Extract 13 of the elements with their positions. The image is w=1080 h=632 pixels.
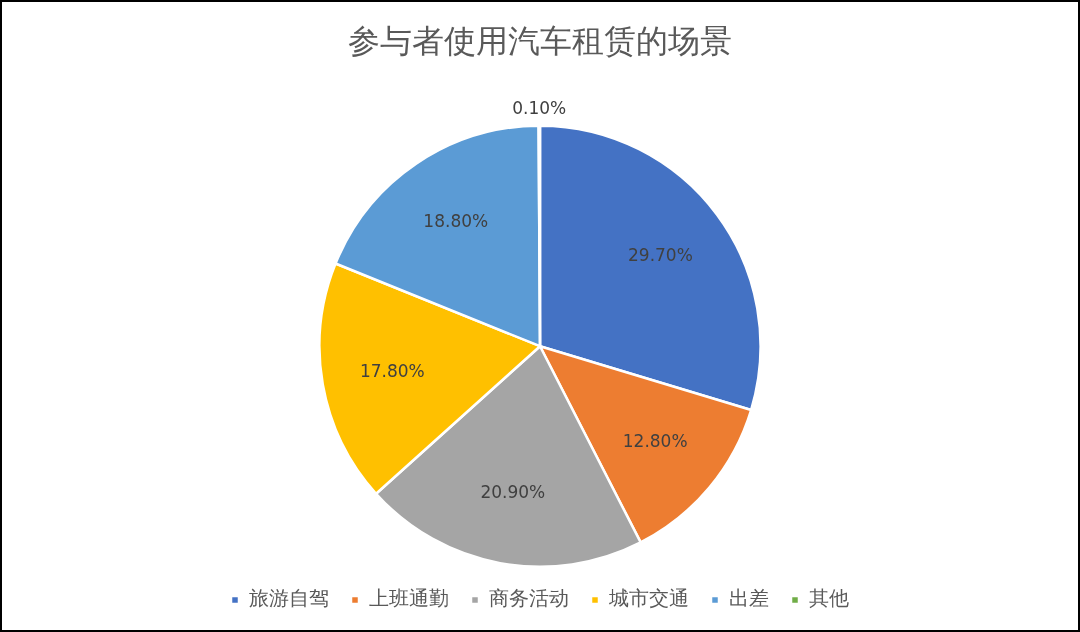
legend-label: 商务活动 [489,586,569,611]
legend-label: 出差 [729,586,769,611]
data-label: 12.80% [622,430,688,451]
data-label: 20.90% [480,482,546,503]
data-label: 29.70% [628,245,693,266]
legend-label: 上班通勤 [369,586,449,611]
chart-title: 参与者使用汽车租赁的场景 [348,21,732,60]
legend-label: 其他 [809,586,849,611]
data-label: 18.80% [423,210,489,231]
legend-label: 旅游自驾 [249,586,329,611]
legend-label: 城市交通 [608,586,689,611]
data-label: 0.10% [512,98,567,119]
data-label: 17.80% [359,360,425,381]
